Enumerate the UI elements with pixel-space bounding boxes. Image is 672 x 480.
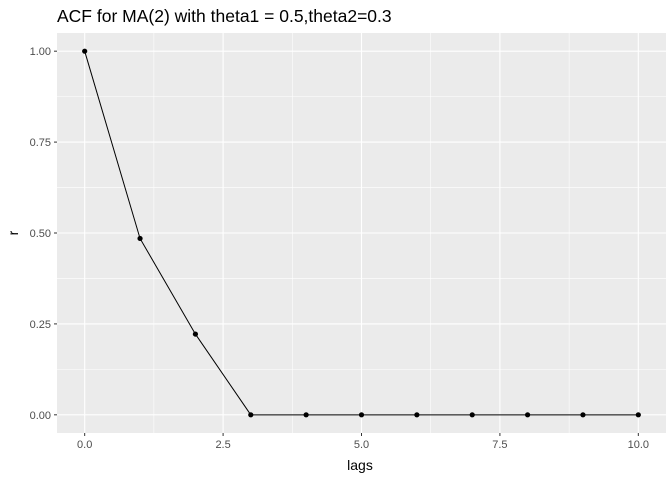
y-tick-label: 1.00 <box>30 46 51 58</box>
chart-title: ACF for MA(2) with theta1 = 0.5,theta2=0… <box>57 6 392 26</box>
acf-point <box>303 412 309 418</box>
acf-point <box>192 331 199 337</box>
x-axis-title: lags <box>347 457 373 473</box>
x-tick-label: 2.5 <box>215 439 230 451</box>
acf-point <box>635 412 641 418</box>
x-tick-label: 10.0 <box>628 439 649 451</box>
y-tick-label: 0.00 <box>30 410 51 422</box>
acf-point <box>358 412 365 418</box>
y-axis-title: r <box>5 230 21 235</box>
acf-point <box>82 48 88 54</box>
series-layer <box>82 48 641 418</box>
acf-point <box>524 412 531 418</box>
acf-point <box>580 412 586 418</box>
y-tick-label: 0.75 <box>30 137 51 149</box>
x-tick-label: 7.5 <box>492 439 507 451</box>
x-tick-label: 0.0 <box>77 439 92 451</box>
y-tick-label: 0.25 <box>30 319 51 331</box>
acf-point <box>137 235 143 242</box>
acf-point <box>248 412 254 418</box>
y-tick-label: 0.50 <box>30 228 51 240</box>
x-tick-label: 5.0 <box>354 439 369 451</box>
acf-point <box>414 412 420 418</box>
axis-ticks: 0.0 2.5 5.0 7.5 10.0 0.00 0.25 0.50 0.75 1.00 <box>30 46 649 451</box>
acf-point <box>469 412 475 418</box>
